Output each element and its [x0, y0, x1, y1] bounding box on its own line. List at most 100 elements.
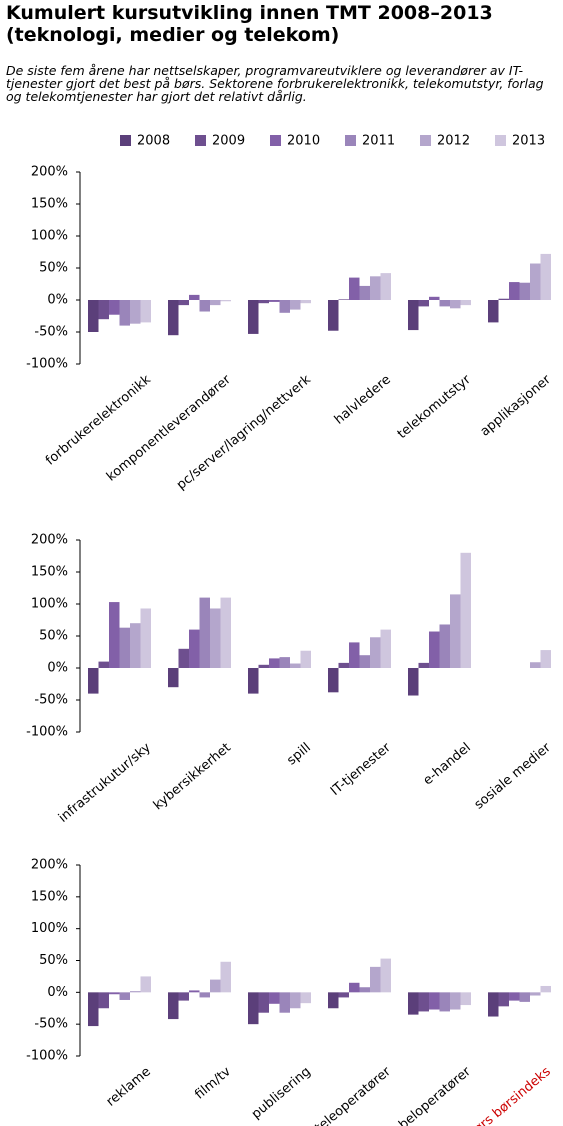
bar — [248, 992, 259, 1025]
x-tick-label: telekomutstyr — [395, 372, 475, 442]
bar — [88, 668, 99, 694]
bar — [119, 627, 130, 668]
bar — [279, 300, 290, 313]
bar — [418, 992, 429, 1012]
bar — [460, 552, 471, 668]
bar — [509, 282, 520, 300]
y-tick-label: 150% — [31, 565, 68, 580]
bar — [199, 300, 210, 312]
bar — [450, 594, 461, 668]
bar — [328, 300, 339, 331]
y-tick-label: 200% — [31, 533, 68, 548]
bar — [300, 650, 311, 668]
legend-swatch — [495, 135, 506, 146]
bar — [328, 668, 339, 693]
bar — [380, 958, 391, 993]
bar — [429, 992, 440, 1010]
y-tick-label: 150% — [31, 889, 68, 904]
x-tick-label: infrastrukutur/sky — [56, 740, 154, 826]
bar — [248, 300, 259, 334]
bar — [140, 976, 151, 993]
x-tick-label: halvledere — [332, 372, 394, 427]
x-tick-label: reklame — [104, 1064, 154, 1109]
bar — [119, 992, 130, 1000]
subtitle: De siste fem årene har nettselskaper, pr… — [6, 63, 544, 104]
bar — [109, 300, 120, 315]
bar — [279, 992, 290, 1013]
y-tick-label: 200% — [31, 165, 68, 180]
bar — [359, 987, 370, 993]
bar — [178, 300, 189, 306]
bar — [220, 597, 231, 668]
title: Kumulert kursutvikling innen TMT 2008–20… — [6, 2, 493, 46]
bar — [248, 668, 259, 694]
bar — [450, 300, 461, 309]
legend-swatch — [345, 135, 356, 146]
bar — [338, 662, 349, 668]
bar — [349, 642, 360, 668]
x-tick-label: publisering — [249, 1064, 314, 1122]
bar — [460, 992, 471, 1006]
x-tick-label: teleoperatører — [312, 1064, 394, 1126]
y-tick-label: -100% — [26, 357, 68, 372]
bar — [338, 992, 349, 998]
legend-label: 2013 — [512, 134, 545, 149]
bar — [429, 296, 440, 300]
bar — [540, 253, 551, 300]
bar — [328, 992, 339, 1009]
bar — [530, 662, 541, 668]
bar — [359, 655, 370, 668]
x-tick-label: spill — [284, 740, 313, 768]
bar — [199, 992, 210, 998]
bar — [109, 602, 120, 668]
bar — [88, 992, 99, 1027]
bar — [119, 300, 130, 326]
legend-label: 2012 — [437, 134, 470, 149]
x-tick-label: IT-tjenester — [328, 740, 394, 799]
bar — [488, 992, 499, 1017]
y-tick-label: 0% — [47, 293, 68, 308]
bar — [178, 992, 189, 1001]
legend-swatch — [270, 135, 281, 146]
bar — [130, 991, 141, 993]
x-tick-label: kybersikkerhet — [151, 740, 234, 813]
bar — [519, 282, 530, 300]
bar — [370, 276, 381, 300]
bar — [168, 992, 179, 1020]
bar — [290, 992, 301, 1009]
bar — [540, 985, 551, 993]
bar — [509, 992, 520, 1001]
bar — [349, 277, 360, 300]
legend-swatch — [420, 135, 431, 146]
y-tick-label: 100% — [31, 921, 68, 936]
bar — [408, 992, 419, 1015]
bar — [290, 300, 301, 310]
bar — [460, 300, 471, 306]
bar — [210, 608, 221, 668]
bar — [130, 623, 141, 668]
bar — [290, 663, 301, 668]
y-tick-label: 50% — [39, 629, 68, 644]
bar — [408, 668, 419, 696]
bar — [269, 992, 280, 1004]
y-tick-label: 50% — [39, 261, 68, 276]
bar — [269, 300, 280, 302]
legend-swatch — [120, 135, 131, 146]
bar — [408, 300, 419, 331]
bar — [168, 668, 179, 688]
bar — [140, 608, 151, 668]
bar — [98, 661, 109, 668]
bar — [279, 657, 290, 668]
x-tick-label: sosiale medier — [472, 740, 555, 813]
x-tick-label: pc/server/lagring/nettverk — [174, 372, 314, 493]
bar — [540, 650, 551, 668]
bar — [210, 979, 221, 993]
bar — [300, 992, 311, 1004]
bar — [189, 294, 200, 300]
bar — [380, 273, 391, 300]
bar — [189, 990, 200, 993]
bar — [488, 300, 499, 323]
bar — [300, 300, 311, 304]
bar — [359, 285, 370, 300]
